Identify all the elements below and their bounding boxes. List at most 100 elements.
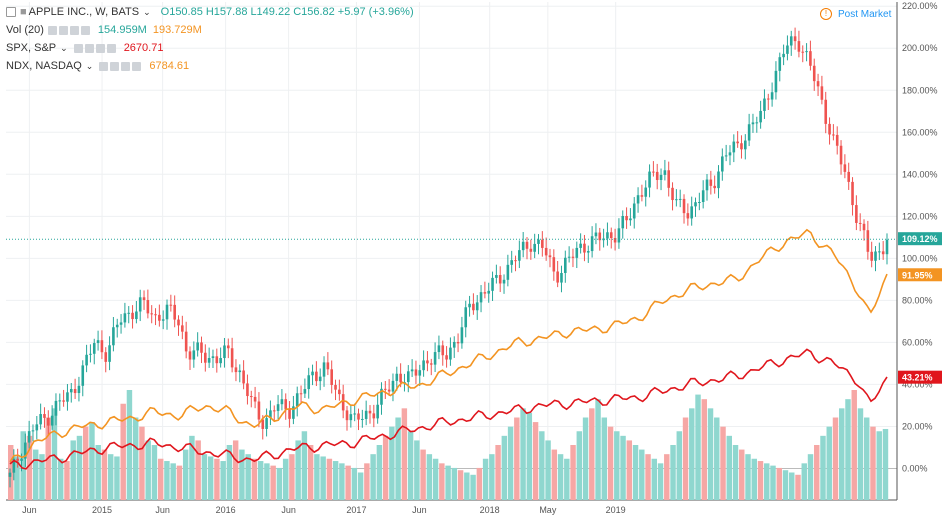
candle-body: [548, 255, 552, 258]
vol-label[interactable]: Vol (20): [6, 24, 44, 36]
candle-body: [713, 185, 716, 189]
ndx-badge: 91.95%: [902, 270, 933, 280]
candle-body: [269, 410, 272, 419]
ndx-label[interactable]: NDX, NASDAQ: [6, 60, 82, 72]
ndx-badge-bg: [898, 268, 942, 282]
candle-body: [361, 418, 364, 420]
candle-body: [744, 140, 747, 150]
candle-body: [230, 348, 234, 368]
settings-icon[interactable]: [110, 61, 120, 71]
y-tick-label: 40.00%: [902, 379, 933, 389]
candle-body: [330, 369, 333, 385]
candle-body: [640, 195, 644, 197]
volume-bar: [507, 426, 514, 500]
candle-body: [322, 362, 326, 377]
volume-bar: [464, 472, 470, 500]
candle-body: [418, 370, 422, 376]
candle-body: [564, 257, 567, 273]
candle-body: [384, 388, 387, 390]
volume-bar: [451, 467, 458, 500]
candle-body: [525, 241, 529, 249]
volume-bar: [470, 474, 476, 500]
plus-icon[interactable]: [69, 25, 79, 35]
volume-bar: [264, 463, 270, 500]
candle-body: [200, 342, 203, 353]
candle-body: [586, 251, 590, 253]
post-market[interactable]: ! Post Market: [820, 8, 891, 20]
volume-bar: [876, 431, 882, 500]
candle-body: [295, 393, 299, 407]
collapse-icon[interactable]: [6, 7, 16, 17]
candle-body: [782, 53, 785, 58]
volume-bar: [820, 435, 826, 500]
candle-body: [341, 394, 345, 411]
candle-body: [594, 232, 598, 237]
plus-icon[interactable]: [95, 43, 105, 53]
candle-body: [498, 275, 502, 284]
candle-body: [832, 134, 835, 136]
eye-icon[interactable]: [73, 43, 83, 53]
candle-body: [292, 406, 295, 419]
candle-body: [820, 86, 824, 100]
close-icon[interactable]: [132, 61, 142, 71]
candle-body: [123, 313, 127, 323]
candle-body: [789, 36, 793, 46]
vol-value-2: 193.729M: [152, 24, 202, 36]
volume-bar: [539, 431, 545, 500]
candle-body: [445, 355, 448, 360]
volume-bar: [839, 408, 845, 500]
candle-body: [272, 410, 276, 412]
eye-icon[interactable]: [99, 61, 109, 71]
candle-body: [678, 198, 682, 200]
volume-bar: [251, 458, 258, 500]
candle-body: [127, 312, 131, 314]
candle-body: [380, 388, 383, 405]
candle-body: [161, 319, 165, 321]
chevron-down-icon[interactable]: ⌄: [143, 6, 151, 17]
symbol-label[interactable]: APPLE INC., W, BATS: [28, 6, 140, 18]
candle-body: [495, 275, 498, 278]
plus-icon[interactable]: [121, 61, 131, 71]
volume-bar: [495, 445, 501, 500]
y-tick-label: 180.00%: [902, 85, 938, 95]
candle-body: [648, 171, 651, 188]
aapl-badge-bg: [898, 232, 942, 246]
candle-body: [755, 122, 759, 124]
settings-icon[interactable]: [84, 43, 94, 53]
x-tick-label: May: [539, 505, 557, 515]
candle-body: [387, 389, 391, 392]
spx-label[interactable]: SPX, S&P: [6, 42, 57, 54]
volume-bar: [614, 431, 620, 500]
y-tick-label: 220.00%: [902, 1, 938, 11]
vol-value-1: 154.959M: [97, 24, 147, 36]
alert-icon: !: [820, 8, 832, 20]
eye-icon[interactable]: [47, 25, 57, 35]
candle-body: [242, 370, 245, 384]
close-icon[interactable]: [80, 25, 90, 35]
volume-bar: [526, 412, 533, 500]
candle-body: [257, 401, 261, 420]
candle-body: [131, 312, 134, 320]
candle-body: [303, 389, 307, 394]
candle-body: [479, 292, 483, 303]
settings-icon[interactable]: [58, 25, 68, 35]
close-icon[interactable]: [106, 43, 116, 53]
volume-bar: [864, 417, 870, 500]
volume-bar: [489, 454, 495, 500]
spx-badge-bg: [898, 370, 942, 384]
chevron-down-icon[interactable]: ⌄: [85, 60, 94, 71]
candle-body: [514, 260, 517, 262]
candle-body: [567, 256, 571, 258]
candle-body: [575, 247, 579, 258]
volume-bar: [795, 474, 801, 500]
candle-body: [326, 362, 330, 370]
volume-bar: [32, 449, 39, 500]
volume-bar: [26, 435, 33, 500]
volume-bar: [551, 449, 558, 500]
candle-body: [510, 260, 513, 265]
candle-body: [219, 358, 222, 364]
chevron-down-icon[interactable]: ⌄: [60, 42, 68, 53]
candle-body: [318, 376, 322, 382]
volume-bar: [882, 428, 889, 500]
